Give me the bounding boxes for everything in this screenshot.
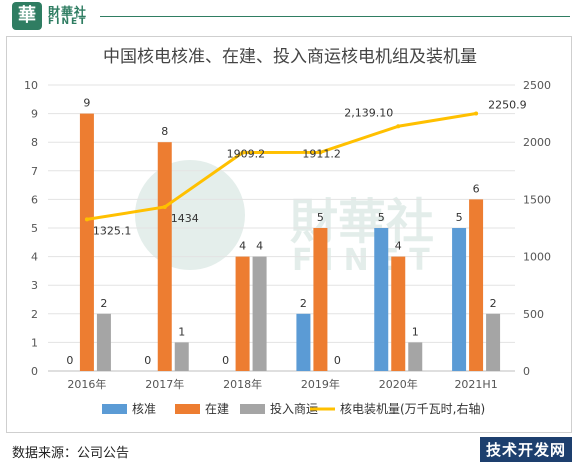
legend-label: 核电装机量(万千瓦时,右轴) (340, 401, 485, 416)
right-tick-label: 0 (523, 365, 530, 378)
line-series-path (86, 112, 477, 221)
corner-brand-badge: 技术开发网 (479, 437, 572, 462)
bar-data-label: 8 (161, 125, 168, 138)
x-tick-label: 2019年 (301, 377, 340, 391)
gridlines (48, 84, 515, 372)
left-tick-label: 4 (31, 251, 38, 264)
right-tick-label: 2500 (523, 79, 551, 92)
legend: 核准 在建 投入商运 核电装机量(万千瓦时,右轴) (102, 401, 485, 416)
x-tick-label: 2020年 (379, 377, 418, 391)
left-tick-label: 10 (24, 79, 38, 92)
legend-swatch (175, 404, 200, 414)
bar-data-label: 0 (334, 354, 341, 367)
x-tick-label: 2018年 (223, 377, 262, 391)
line-data-label: 2,139.10 (344, 106, 393, 119)
line-data-label: 1325.1 (93, 224, 131, 237)
x-tick-label: 2016年 (67, 377, 106, 391)
right-axis: 0 500 1000 1500 2000 2500 (523, 79, 551, 378)
bar-data-label: 5 (456, 211, 463, 224)
line-data-label: 2250.9 (488, 98, 527, 111)
legend-label: 核准 (132, 402, 156, 416)
left-tick-label: 3 (31, 279, 38, 292)
left-tick-label: 6 (31, 193, 38, 206)
line-series: 1325.1 1434 1909.2 1911.2 2,139.10 2250.9 (84, 98, 527, 237)
line-data-label: 1909.2 (227, 148, 265, 161)
chart-frame (6, 36, 572, 433)
left-tick-label: 2 (31, 308, 38, 321)
x-tick-label: 2021H1 (454, 378, 497, 391)
right-tick-label: 1000 (523, 251, 551, 264)
bar-在建 (313, 228, 328, 371)
bar-在建 (79, 113, 94, 371)
bar-投入商运 (486, 313, 501, 371)
x-tick-label: 2017年 (145, 377, 184, 391)
data-source-note: 数据来源：公司公告 (12, 446, 130, 461)
right-tick-label: 2000 (523, 136, 551, 149)
bar-data-label: 4 (395, 240, 402, 253)
bar-在建 (469, 199, 484, 371)
bar-data-label: 0 (222, 354, 229, 367)
bar-在建 (235, 256, 250, 371)
legend-label: 在建 (205, 402, 229, 416)
line-point (474, 111, 479, 116)
bar-投入商运 (252, 256, 267, 371)
chart-title: 中国核电核准、在建、投入商运核电机组及装机量 (103, 47, 477, 67)
bar-data-label: 5 (378, 211, 385, 224)
line-point (162, 204, 167, 209)
left-tick-label: 0 (31, 365, 38, 378)
legend-swatch (102, 404, 127, 414)
bar-data-label: 2 (300, 297, 307, 310)
line-data-label: 1434 (171, 212, 199, 225)
bar-data-label: 9 (83, 97, 90, 110)
right-tick-label: 1500 (523, 193, 551, 206)
legend-swatch (240, 404, 265, 414)
bar-data-label: 1 (412, 325, 419, 338)
left-tick-label: 1 (31, 336, 38, 349)
bar-data-label: 1 (178, 325, 185, 338)
left-tick-label: 9 (31, 108, 38, 121)
left-tick-label: 8 (31, 136, 38, 149)
bar-投入商运 (174, 342, 189, 371)
legend-label: 投入商运 (270, 401, 318, 416)
line-data-label: 1911.2 (302, 147, 341, 160)
bar-投入商运 (96, 313, 111, 371)
watermark-text-cn: 財華社 (290, 194, 434, 250)
bar-核准 (296, 313, 311, 371)
bar-data-label: 0 (66, 354, 73, 367)
bar-投入商运 (408, 342, 423, 371)
line-point (318, 150, 323, 155)
left-tick-label: 5 (31, 222, 38, 235)
bar-data-label: 4 (239, 240, 246, 253)
line-point (84, 217, 89, 222)
left-axis: 0 1 2 3 4 5 6 7 8 9 10 (24, 79, 38, 378)
finet-logo: 華 (12, 2, 42, 30)
header: 華 財華社 FINET (0, 0, 578, 34)
bar-data-label: 2 (490, 297, 497, 310)
line-point (396, 124, 401, 129)
bar-在建 (391, 256, 406, 371)
right-tick-label: 500 (523, 308, 544, 321)
bar-核准 (374, 228, 389, 371)
bar-data-label: 0 (144, 354, 151, 367)
left-tick-label: 7 (31, 165, 38, 178)
bar-data-label: 2 (100, 297, 107, 310)
bar-在建 (157, 142, 172, 371)
bar-data-label: 6 (473, 182, 480, 195)
line-point (240, 150, 245, 155)
x-axis: 2016年 2017年 2018年 2019年 2020年 2021H1 (67, 377, 497, 391)
brand-name-en: FINET (48, 17, 88, 27)
bar-data-label: 5 (317, 211, 324, 224)
bar-data-label: 4 (256, 240, 263, 253)
header-divider (100, 16, 570, 17)
brand-name-cn: 財華社 (48, 5, 88, 19)
bar-核准 (452, 228, 467, 371)
